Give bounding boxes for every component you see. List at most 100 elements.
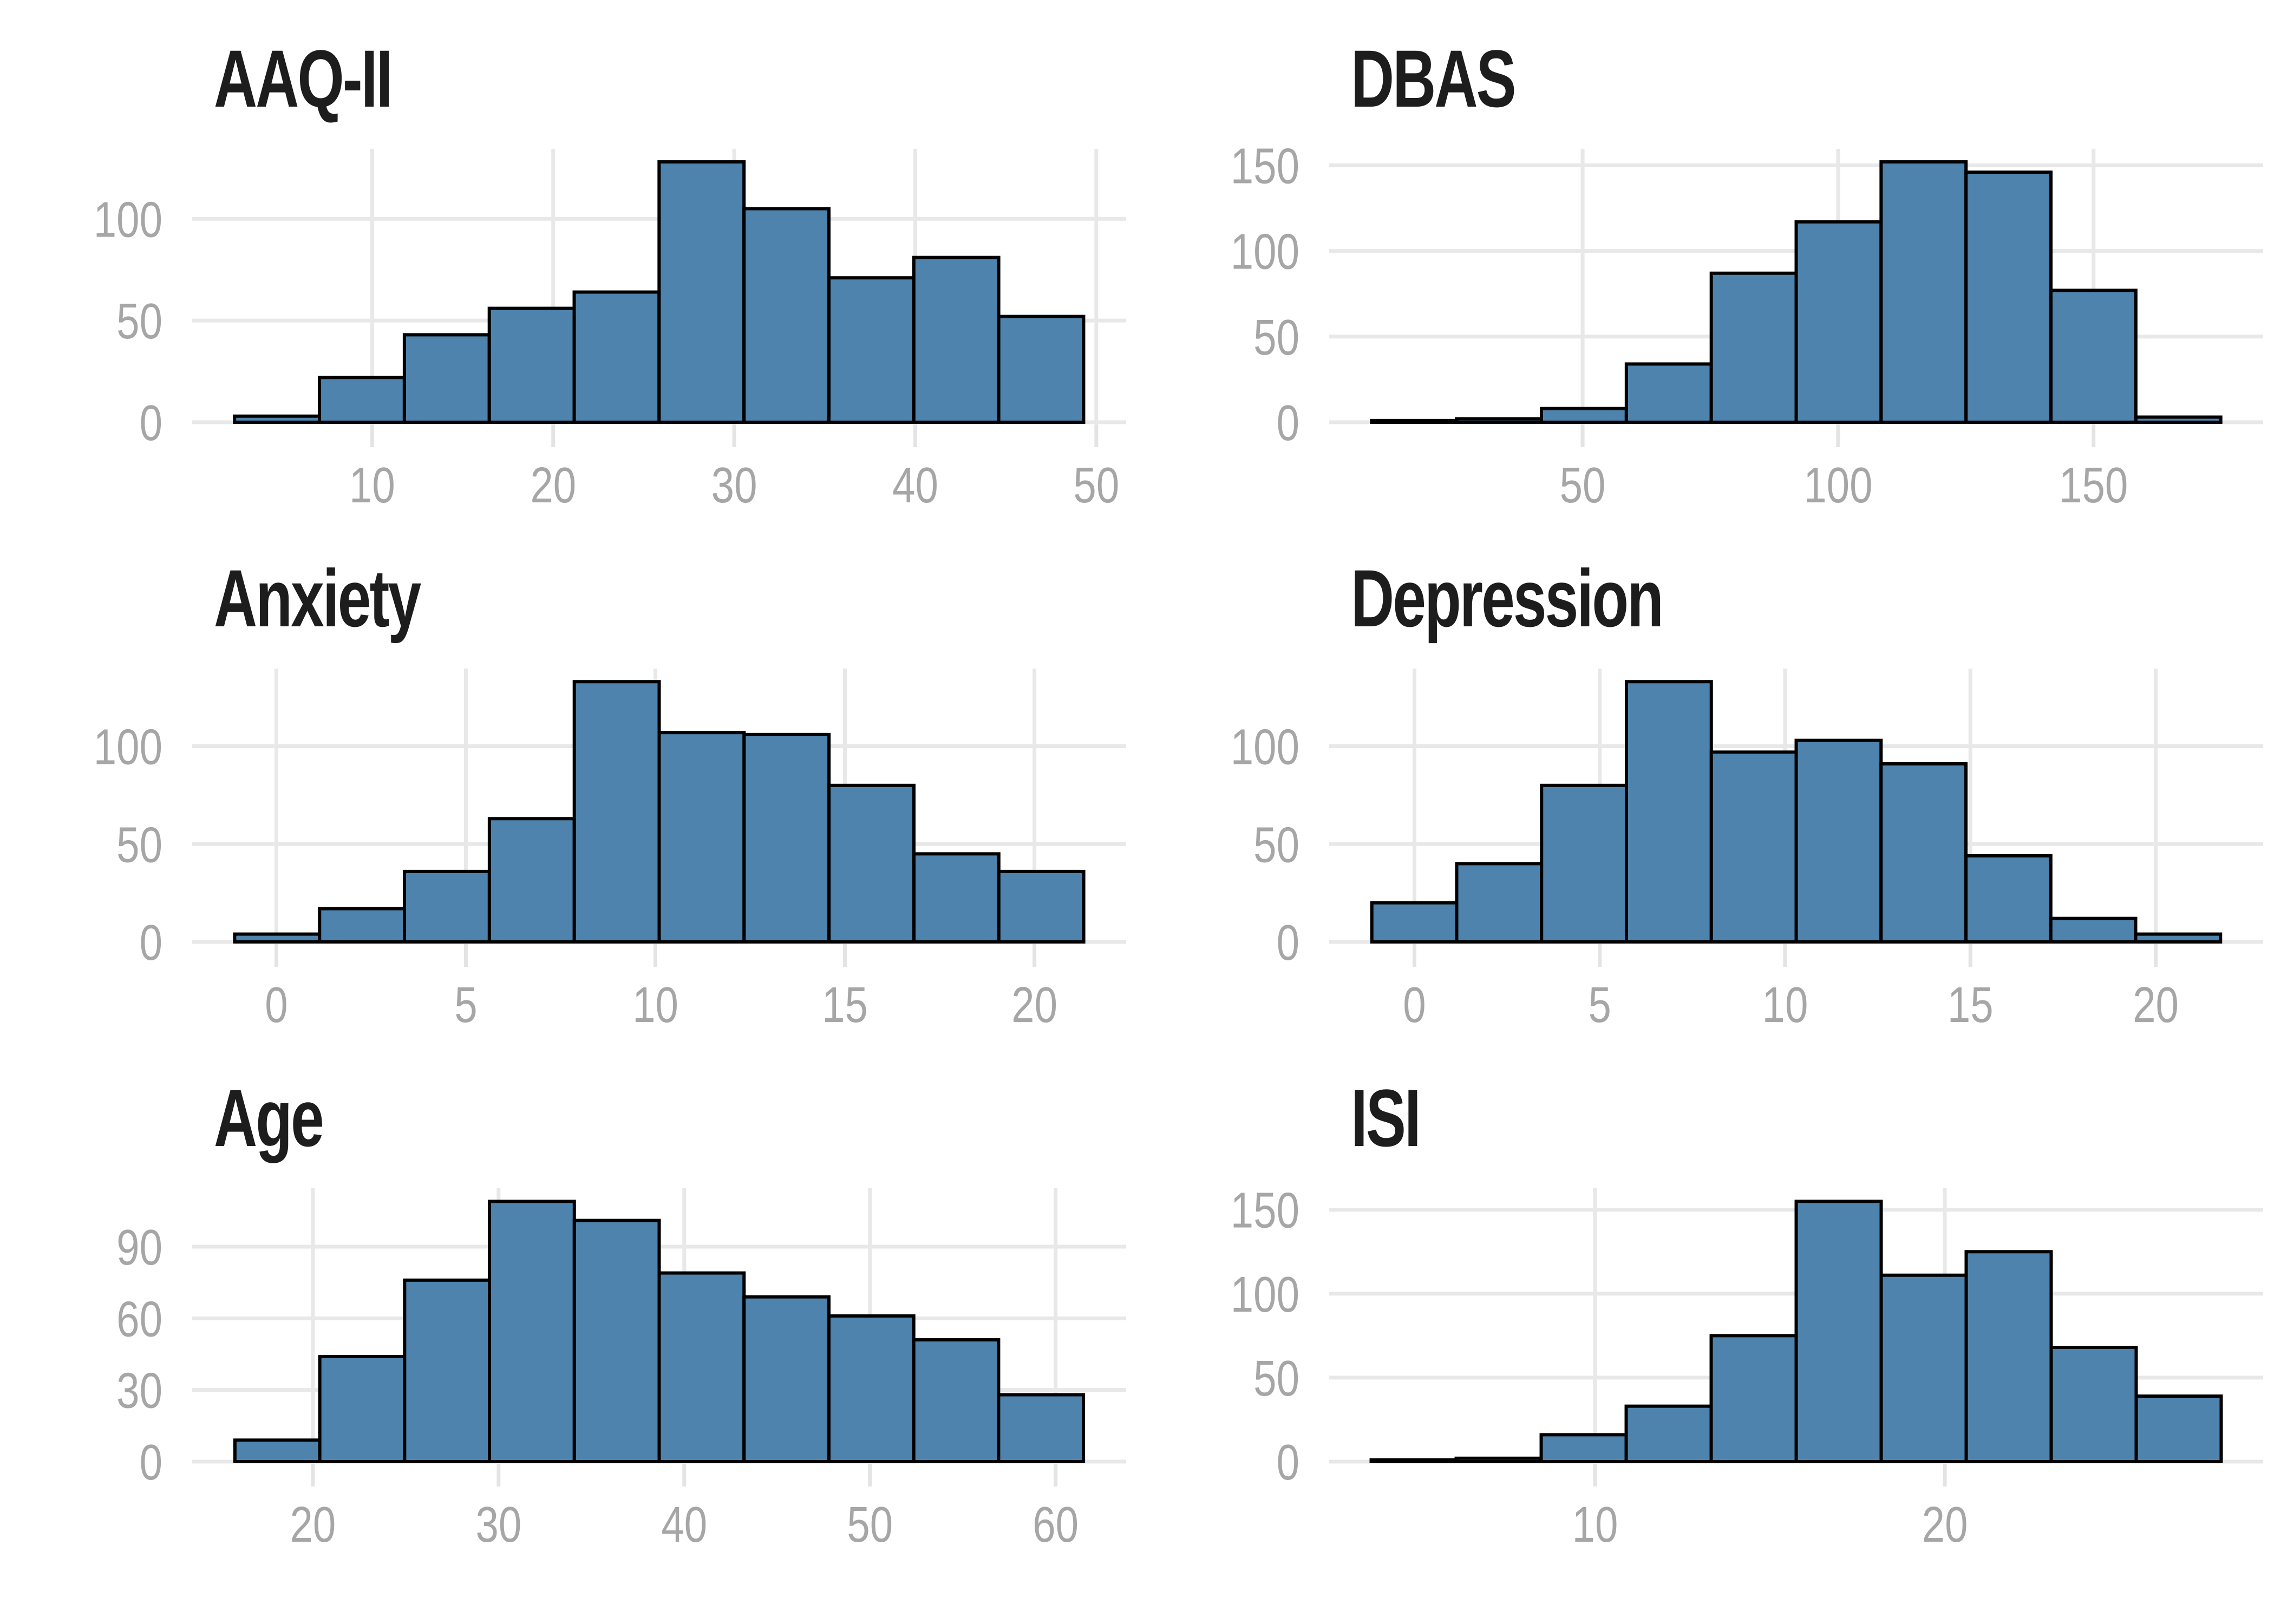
histogram-bar [572,290,661,424]
x-tick-label: 50 [847,1497,893,1553]
histogram-bar [2134,1394,2223,1463]
x-tick-label: 5 [454,977,477,1033]
x-tick-label: 20 [290,1497,336,1553]
histogram-bar [488,1200,576,1463]
histogram-bar [912,1338,1001,1463]
x-tick-label: 10 [349,457,395,514]
histogram-bar [742,207,831,424]
y-tick-label: 150 [1231,138,1299,194]
histogram-bar [1455,862,1544,944]
x-tick-label: 50 [1073,457,1119,514]
x-tick-label: 20 [530,457,576,514]
histogram-bar [318,376,406,424]
x-tick-label: 20 [1922,1497,1968,1553]
histogram-bar [1624,1404,1713,1463]
y-tick-label: 60 [116,1291,162,1347]
histogram-bar [1624,362,1713,424]
histogram-canvas: 0 50 100 150 50 100 150 [1231,138,2263,514]
histogram-bar [1540,783,1628,944]
histogram-bar [1879,762,1968,944]
y-tick-label: 0 [140,1435,162,1491]
histogram-bar [1709,1334,1798,1463]
histogram-bar [1879,160,1968,424]
histogram-bar [997,869,1086,944]
histogram-bar [997,1393,1086,1463]
x-tick-label: 0 [1403,977,1426,1033]
histogram-bar [742,1295,831,1463]
histogram-bar [657,160,746,424]
histogram-bar [233,932,322,944]
histogram-bar [1539,1433,1628,1463]
histogram-bar [2134,415,2223,424]
histogram-bar [1539,407,1628,424]
panel-title: AAQ-II [214,33,393,124]
y-tick-label: 0 [140,915,162,971]
y-tick-label: 50 [116,817,162,873]
histogram-bar [2049,916,2138,944]
x-tick-label: 10 [632,977,678,1033]
histogram-bar [402,333,491,424]
histogram-bar [318,907,407,944]
panel-title: ISI [1351,1072,1421,1163]
histogram-bar [657,1271,746,1463]
histogram-bar [742,732,831,944]
y-tick-label: 50 [1253,310,1299,366]
y-tick-label: 150 [1231,1183,1299,1239]
histogram-bar [1370,901,1459,944]
x-tick-label: 15 [1948,977,1994,1033]
x-tick-label: 5 [1588,977,1611,1033]
histogram-bar [233,414,322,424]
histogram-bar [1709,750,1798,944]
x-tick-label: 60 [1033,1497,1079,1553]
y-tick-label: 100 [1231,719,1299,775]
histogram-bar [1964,854,2053,944]
histogram-bar [827,276,916,424]
y-tick-label: 50 [1253,817,1299,873]
histogram-canvas: 0 50 100 0 5 10 15 20 [1231,669,2263,1033]
y-tick-label: 30 [116,1363,162,1419]
x-tick-label: 30 [475,1497,521,1553]
histogram-canvas: 0 50 100 0 5 10 15 20 [94,669,1126,1033]
histogram-canvas: 0 30 60 90 20 30 40 50 60 [116,1188,1126,1553]
panel-title: Depression [1351,553,1664,644]
histogram-bar [1454,1456,1543,1464]
panel-age: Age 0 30 60 90 20 30 40 50 60 [0,1061,1137,1581]
histogram-bar [1794,738,1883,944]
histogram-canvas: 0 50 100 150 10 20 [1231,1183,2263,1553]
histogram-bar [572,680,661,944]
y-tick-label: 0 [1277,395,1299,451]
y-tick-label: 50 [116,293,162,350]
x-tick-label: 20 [1011,977,1057,1033]
histogram-bar [487,817,576,944]
histogram-bar [1964,171,2053,424]
x-tick-label: 30 [711,457,757,514]
histogram-bar [403,1278,492,1463]
x-tick-label: 20 [2133,977,2179,1033]
x-tick-label: 10 [1572,1497,1618,1553]
panel-aaq-ii: AAQ-II 0 50 100 10 20 30 40 50 [0,22,1137,541]
histogram-bar [487,306,576,424]
histogram-bar [912,852,1001,944]
histogram-bar [1370,418,1459,424]
histogram-bar [572,1219,661,1463]
histogram-bar [912,256,1001,424]
y-tick-label: 100 [1231,1267,1299,1323]
x-tick-label: 0 [265,977,287,1033]
y-tick-label: 0 [1277,915,1299,971]
panel-title: DBAS [1351,33,1517,124]
histogram-bar [318,1354,407,1463]
panel-title: Age [214,1072,324,1163]
x-tick-label: 40 [661,1497,707,1553]
y-tick-label: 0 [1277,1435,1299,1491]
histogram-bar [2134,932,2223,944]
histogram-bar [1369,1458,1458,1463]
panel-dbas: DBAS 0 50 100 150 50 100 150 [1137,22,2274,541]
panel-isi: ISI 0 50 100 150 10 20 [1137,1061,2274,1581]
histogram-bar [403,869,491,944]
panel-depression: Depression 0 50 100 0 5 10 15 20 [1137,541,2274,1061]
x-tick-label: 40 [892,457,938,514]
y-tick-label: 100 [94,192,162,248]
histogram-bar [1964,1250,2053,1463]
histogram-bar [233,1438,322,1463]
